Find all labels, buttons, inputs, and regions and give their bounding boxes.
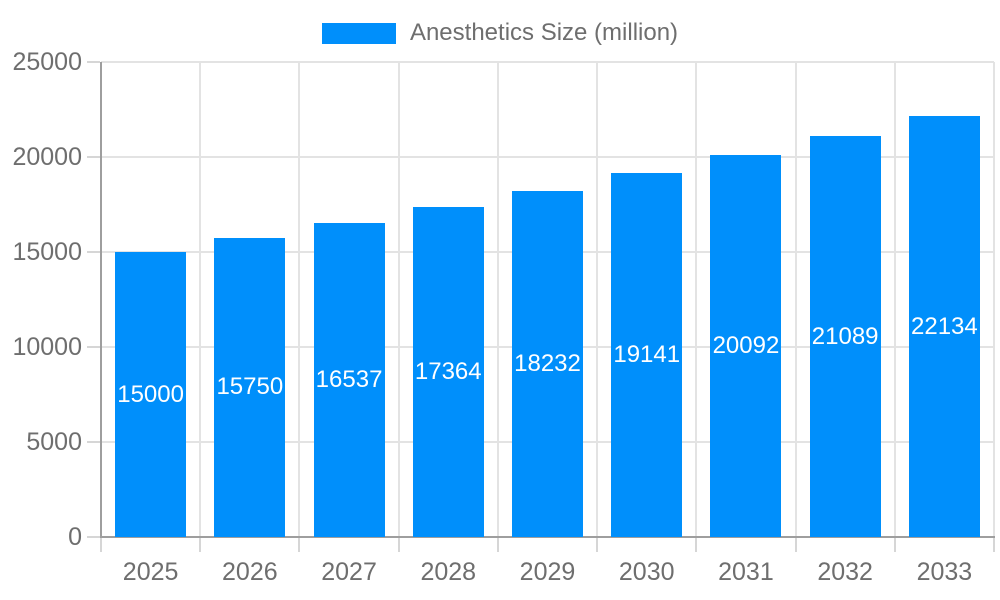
x-axis-tick <box>695 537 698 552</box>
v-gridline <box>298 62 301 537</box>
v-gridline <box>199 62 202 537</box>
y-axis-tick <box>87 156 100 158</box>
y-axis-tick <box>87 251 100 253</box>
v-gridline <box>993 62 995 537</box>
bar-2027[interactable]: 16537 <box>313 222 385 537</box>
x-axis-tick <box>596 537 599 552</box>
bar-value-label: 18232 <box>514 349 581 377</box>
bar-value-label: 19141 <box>613 341 681 369</box>
x-axis-label: 2027 <box>321 558 377 586</box>
bar-2026[interactable]: 15750 <box>214 237 286 537</box>
legend-swatch <box>321 22 396 44</box>
x-axis-tick <box>298 537 301 552</box>
x-axis-label: 2033 <box>916 558 973 586</box>
y-axis-label: 15000 <box>12 238 82 266</box>
x-axis-label: 2032 <box>817 558 873 586</box>
h-gridline <box>101 61 994 63</box>
x-axis-label: 2025 <box>122 558 179 586</box>
y-axis-tick <box>87 441 100 443</box>
x-axis-label: 2028 <box>420 558 477 586</box>
legend[interactable]: Anesthetics Size (million) <box>0 21 1000 45</box>
v-gridline <box>695 62 698 537</box>
bar-value-label: 15750 <box>216 373 284 401</box>
y-axis-tick <box>87 346 100 348</box>
x-axis-tick <box>993 537 995 552</box>
v-gridline <box>893 62 896 537</box>
y-axis-label: 0 <box>68 523 82 551</box>
bar-2028[interactable]: 17364 <box>412 207 484 537</box>
h-gridline <box>101 156 994 158</box>
v-gridline <box>496 62 499 537</box>
bar-2032[interactable]: 21089 <box>809 136 881 537</box>
x-axis-label: 2030 <box>618 558 675 586</box>
bar-value-label: 21089 <box>811 322 879 350</box>
y-axis-label: 25000 <box>12 48 82 76</box>
bar-2025[interactable]: 15000 <box>115 252 187 537</box>
x-axis-line <box>100 536 995 538</box>
x-axis-tick <box>496 537 499 552</box>
v-gridline <box>397 62 400 537</box>
bar-value-label: 15000 <box>117 380 184 408</box>
y-axis-tick <box>87 536 100 538</box>
bar-2029[interactable]: 18232 <box>512 190 583 537</box>
bar-value-label: 22134 <box>911 312 978 340</box>
x-axis-tick <box>100 537 102 552</box>
bar-value-label: 16537 <box>315 365 383 393</box>
y-axis-label: 10000 <box>12 333 82 361</box>
x-axis-label: 2029 <box>519 558 576 586</box>
y-axis-line <box>100 62 102 537</box>
bar-2033[interactable]: 22134 <box>908 116 980 537</box>
plot-area: 15000 15750 16537 17364 18232 19141 20092 21089… <box>87 61 995 552</box>
y-axis-tick <box>87 61 100 63</box>
x-axis-label: 2026 <box>222 558 278 586</box>
x-axis-tick <box>397 537 400 552</box>
y-axis-label: 20000 <box>12 143 82 171</box>
bar-value-label: 17364 <box>414 358 482 386</box>
v-gridline <box>794 62 797 537</box>
x-axis-tick <box>893 537 896 552</box>
x-axis-label: 2031 <box>718 558 774 586</box>
bar-value-label: 20092 <box>712 332 780 360</box>
x-axis-tick <box>794 537 797 552</box>
x-axis-tick <box>199 537 202 552</box>
legend-label: Anesthetics Size (million) <box>409 19 679 46</box>
bar-2030[interactable]: 19141 <box>611 173 683 537</box>
y-axis-label: 5000 <box>26 428 82 456</box>
bar-2031[interactable]: 20092 <box>710 155 782 537</box>
v-gridline <box>596 62 599 537</box>
